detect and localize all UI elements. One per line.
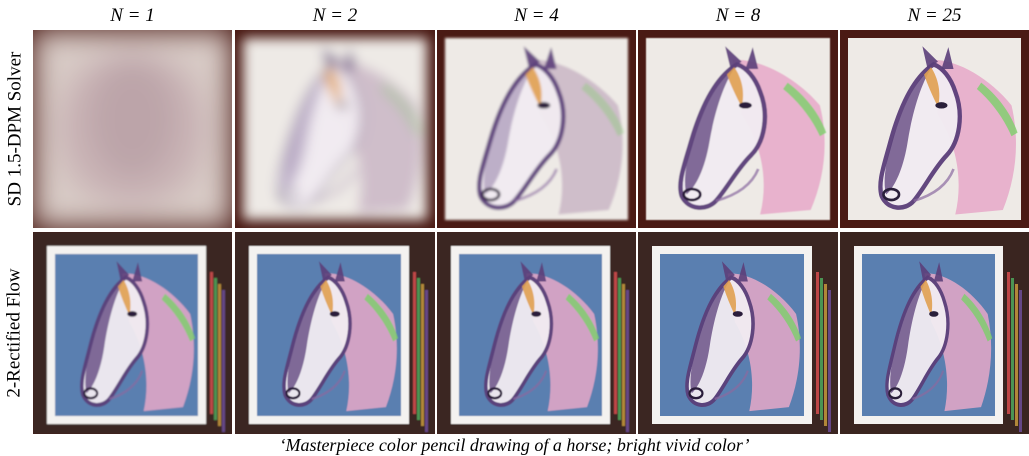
figure-caption: ‘Masterpiece color pencil drawing of a h… <box>279 435 750 455</box>
generated-image <box>235 30 435 228</box>
column-header: N = 1 <box>110 5 155 26</box>
column-header: N = 25 <box>907 5 962 26</box>
column-header: N = 8 <box>715 5 761 26</box>
generated-image <box>638 30 838 228</box>
generated-image <box>840 232 1029 434</box>
row-label-sd15: SD 1.5-DPM Solver <box>0 30 30 228</box>
row-label-text: SD 1.5-DPM Solver <box>4 51 25 207</box>
row-label-text: 2-Rectified Flow <box>4 268 25 398</box>
generated-image <box>235 232 435 434</box>
column-header: N = 2 <box>312 5 358 26</box>
generated-image <box>33 30 232 228</box>
generated-image <box>437 232 636 434</box>
column-header: N = 4 <box>514 5 559 26</box>
generated-image <box>638 232 838 434</box>
generated-image <box>33 232 232 434</box>
generated-image <box>437 30 636 228</box>
row-label-rectified: 2-Rectified Flow <box>0 232 30 434</box>
generated-image <box>840 30 1029 228</box>
